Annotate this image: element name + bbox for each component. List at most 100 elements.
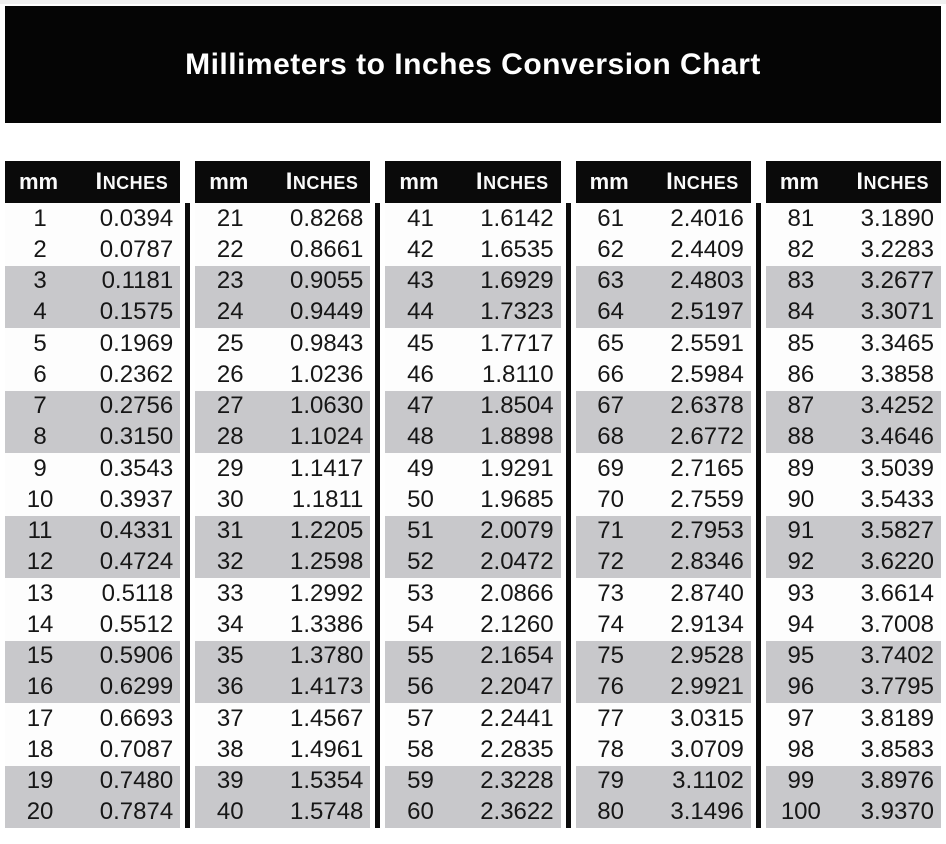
- mm-value: 96: [787, 673, 815, 701]
- table-row: 100 3.9370: [765, 796, 942, 828]
- mm-value: 86: [787, 360, 815, 388]
- mm-value: 99: [787, 767, 815, 795]
- mm-value: 28: [216, 423, 244, 451]
- mm-value: 46: [407, 360, 434, 388]
- table-row: 86 3.3858: [765, 359, 942, 391]
- inches-value: 0.0787: [99, 235, 174, 263]
- inches-value: 3.4252: [860, 392, 934, 420]
- mm-value: 88: [787, 423, 815, 451]
- table-row: 65 2.5591: [575, 328, 751, 360]
- table-row: 91 3.5827: [765, 515, 942, 547]
- table-row: 92 3.6220: [765, 546, 942, 578]
- group-rows: 61 2.4016 62 2.4409 63 2.4803 64 2.5197 …: [575, 203, 751, 828]
- mm-value: 100: [780, 798, 821, 826]
- mm-value: 6: [33, 360, 47, 388]
- mm-value: 1: [33, 204, 47, 232]
- table-row: 83 3.2677: [765, 265, 942, 297]
- inches-value: 2.4409: [670, 235, 744, 263]
- table-row: 29 1.1417: [195, 453, 371, 485]
- table-row: 51 2.0079: [385, 515, 561, 547]
- mm-value: 55: [407, 642, 434, 670]
- inches-value: 2.0866: [480, 579, 554, 607]
- mm-value: 73: [597, 579, 624, 607]
- table-row: 17 0.6693: [5, 703, 181, 735]
- mm-value: 93: [787, 579, 815, 607]
- inches-value: 0.1969: [99, 329, 174, 357]
- mm-value: 54: [407, 610, 434, 638]
- column-header-inches: INCHES: [666, 168, 739, 195]
- mm-value: 37: [216, 704, 244, 732]
- group-rows: 41 1.6142 42 1.6535 43 1.6929 44 1.7323 …: [385, 203, 561, 828]
- inches-value: 3.7008: [860, 610, 934, 638]
- inches-value: 1.3386: [289, 610, 364, 638]
- mm-value: 35: [216, 642, 244, 670]
- column-header-mm: mm: [589, 169, 629, 194]
- inches-value: 2.6772: [670, 423, 744, 451]
- mm-value: 13: [26, 579, 54, 607]
- inches-value: 1.0630: [289, 392, 364, 420]
- table-row: 76 2.9921: [575, 671, 751, 703]
- mm-value: 27: [216, 392, 244, 420]
- table-row: 8 0.3150: [5, 421, 181, 453]
- table-row: 12 0.4724: [5, 546, 181, 578]
- inches-value: 0.3150: [99, 423, 174, 451]
- title-banner: Millimeters to Inches Conversion Chart: [5, 6, 941, 123]
- inches-value: 3.5827: [860, 517, 934, 545]
- mm-value: 26: [216, 360, 244, 388]
- mm-value: 5: [33, 329, 47, 357]
- mm-value: 22: [216, 235, 244, 263]
- inches-value: 3.1496: [670, 798, 744, 826]
- inches-value: 0.7874: [99, 798, 174, 826]
- inches-value: 2.7559: [670, 485, 744, 513]
- inches-value: 3.1890: [860, 204, 934, 232]
- table-row: 15 0.5906: [5, 640, 181, 672]
- mm-value: 91: [787, 517, 815, 545]
- table-row: 53 2.0866: [385, 578, 561, 610]
- mm-value: 9: [33, 454, 47, 482]
- mm-value: 81: [787, 204, 815, 232]
- group-header-row: mm INCHES: [195, 161, 371, 203]
- table-row: 97 3.8189: [765, 703, 942, 735]
- mm-value: 76: [597, 673, 624, 701]
- mm-value: 4: [33, 298, 47, 326]
- inches-value: 1.7323: [480, 298, 554, 326]
- mm-value: 89: [787, 454, 815, 482]
- inches-value: 0.7480: [99, 767, 174, 795]
- table-row: 57 2.2441: [385, 703, 561, 735]
- inches-value: 3.3858: [860, 360, 934, 388]
- inches-value: 0.3543: [99, 454, 174, 482]
- inches-value: 2.6378: [670, 392, 744, 420]
- table-row: 84 3.3071: [765, 296, 942, 328]
- table-row: 33 1.2992: [195, 578, 371, 610]
- mm-value: 44: [407, 298, 434, 326]
- table-row: 11 0.4331: [5, 515, 181, 547]
- inches-value: 3.3465: [860, 329, 934, 357]
- inches-value: 0.9055: [289, 267, 364, 295]
- inches-value: 1.9685: [480, 485, 554, 513]
- mm-value: 2: [33, 235, 47, 263]
- table-row: 50 1.9685: [385, 484, 561, 516]
- table-row: 81 3.1890: [765, 203, 942, 235]
- mm-value: 52: [407, 548, 434, 576]
- table-row: 42 1.6535: [385, 234, 561, 266]
- table-row: 99 3.8976: [765, 765, 942, 797]
- mm-value: 40: [216, 798, 244, 826]
- inches-value: 3.8189: [860, 704, 934, 732]
- column-header-mm: mm: [779, 169, 819, 194]
- table-row: 82 3.2283: [765, 234, 942, 266]
- table-column-group: mm INCHES 21 0.8268 22 0.8661 23 0.9055 …: [195, 161, 371, 828]
- table-row: 71 2.7953: [575, 515, 751, 547]
- mm-value: 20: [26, 798, 54, 826]
- inches-value: 1.9291: [480, 454, 554, 482]
- mm-value: 74: [597, 610, 624, 638]
- table-row: 60 2.3622: [385, 796, 561, 828]
- inches-value: 2.4016: [670, 204, 744, 232]
- inches-value: 0.5512: [99, 610, 174, 638]
- mm-value: 64: [597, 298, 624, 326]
- table-row: 74 2.9134: [575, 609, 751, 641]
- table-row: 37 1.4567: [195, 703, 371, 735]
- table-row: 62 2.4409: [575, 234, 751, 266]
- table-row: 93 3.6614: [765, 578, 942, 610]
- inches-value: 1.2205: [289, 517, 364, 545]
- inches-value: 3.1102: [672, 767, 744, 795]
